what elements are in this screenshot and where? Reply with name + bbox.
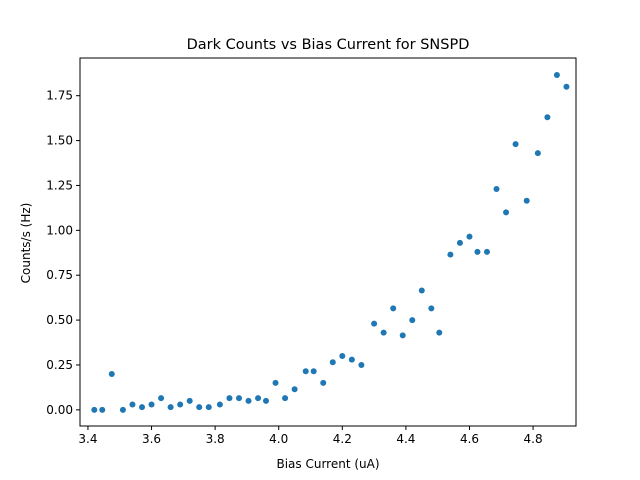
data-point	[272, 379, 279, 386]
x-tick-label: 4.0	[269, 432, 288, 446]
data-point	[139, 404, 145, 411]
data-point	[553, 72, 560, 79]
data-point	[563, 83, 570, 90]
x-tick-label: 4.6	[460, 432, 479, 446]
y-tick-label: 1.25	[46, 178, 73, 192]
data-point	[512, 141, 519, 148]
data-point	[456, 239, 463, 246]
data-point	[291, 386, 298, 393]
data-point	[282, 395, 289, 402]
data-point	[380, 329, 387, 336]
data-point	[196, 404, 203, 411]
y-tick-label: 0.50	[46, 313, 73, 327]
data-point	[447, 251, 454, 258]
data-point	[371, 320, 378, 327]
data-point	[474, 248, 481, 255]
y-tick-label: 0.75	[46, 268, 73, 282]
data-point	[399, 332, 406, 339]
data-point	[493, 186, 500, 193]
x-axis-ticks: 3.4 3.6 3.8 4.0 4.2 4.4 4.6 4.8	[78, 426, 543, 446]
data-point	[523, 197, 530, 204]
data-point	[409, 317, 416, 324]
data-point	[329, 359, 336, 366]
data-points	[91, 72, 570, 413]
data-point	[503, 209, 510, 216]
data-point	[310, 368, 317, 375]
data-point	[263, 397, 269, 404]
data-point	[302, 368, 309, 375]
data-point	[226, 395, 233, 402]
data-point	[129, 401, 136, 408]
y-tick-label: 1.50	[46, 134, 73, 148]
data-point	[428, 305, 435, 312]
data-point	[466, 233, 473, 240]
data-point	[390, 305, 397, 312]
data-point	[91, 406, 98, 413]
x-axis-label: Bias Current (uA)	[276, 457, 379, 471]
data-point	[186, 397, 193, 404]
data-point	[119, 406, 126, 413]
y-tick-label: 1.75	[46, 89, 73, 103]
data-point	[544, 114, 551, 121]
x-tick-label: 4.2	[333, 432, 352, 446]
x-tick-label: 3.6	[142, 432, 161, 446]
data-point	[177, 401, 184, 408]
data-point	[167, 404, 174, 411]
x-tick-label: 3.4	[78, 432, 97, 446]
data-point	[99, 406, 106, 413]
data-point	[436, 329, 443, 336]
data-point	[339, 352, 346, 359]
x-tick-label: 4.4	[396, 432, 415, 446]
y-axis-label: Counts/s (Hz)	[19, 203, 33, 284]
data-point	[348, 356, 355, 363]
axes-frame	[79, 57, 577, 427]
x-tick-label: 3.8	[206, 432, 225, 446]
chart-title: Dark Counts vs Bias Current for SNSPD	[187, 37, 470, 53]
y-tick-label: 0.25	[46, 358, 73, 372]
data-point	[320, 379, 327, 386]
x-tick-label: 4.8	[524, 432, 543, 446]
data-point	[205, 404, 212, 411]
data-point	[418, 287, 425, 294]
data-point	[358, 361, 365, 368]
data-point	[483, 248, 490, 255]
y-tick-label: 0.00	[46, 403, 73, 417]
data-point	[255, 395, 262, 402]
data-point	[148, 401, 155, 408]
data-point	[245, 397, 252, 404]
data-point	[108, 370, 115, 377]
data-point	[216, 401, 223, 408]
y-tick-label: 1.00	[46, 223, 73, 237]
data-point	[158, 395, 165, 402]
data-point	[235, 395, 242, 402]
y-axis-ticks: 0.00 0.25 0.50 0.75 1.00 1.25 1.50 1.75	[46, 89, 80, 417]
data-point	[534, 150, 541, 157]
